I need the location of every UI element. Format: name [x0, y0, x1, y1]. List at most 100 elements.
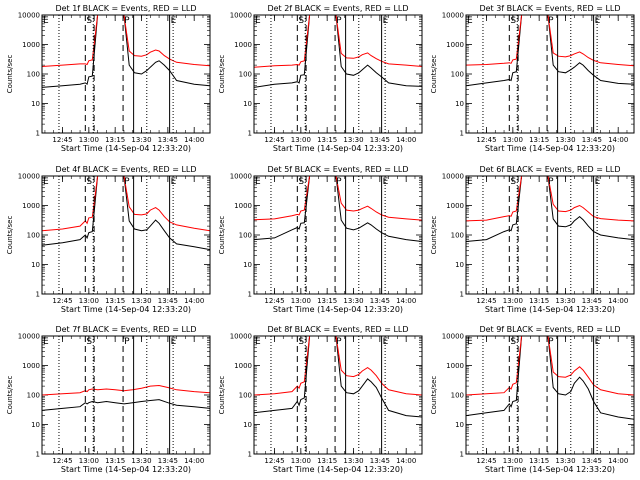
x-tick-label: 12:45 [52, 136, 72, 144]
x-axis-label: Start Time (14-Sep-04 12:33:20) [61, 144, 191, 153]
plot-area [466, 15, 634, 87]
y-tick-label: 1000 [446, 202, 464, 210]
series-line-lld [466, 336, 634, 396]
y-tick-label: 100 [451, 71, 464, 79]
x-tick-label: 13:00 [79, 457, 99, 465]
detector-panel-7: Det 7f BLACK = Events, RED = LLD 1 10 100 10… [6, 325, 211, 474]
marker-label: P [124, 16, 130, 26]
y-tick-label: 1 [248, 451, 252, 459]
x-tick-label: 12:45 [264, 136, 284, 144]
x-tick-label: 14:00 [184, 136, 204, 144]
marker-label: S [298, 16, 304, 26]
x-tick-label: 14:00 [184, 297, 204, 305]
marker-label: P [548, 177, 554, 187]
plot-area [254, 176, 422, 242]
series-line-events [466, 336, 634, 420]
marker-label: E [467, 337, 473, 347]
series-line-events [466, 15, 634, 87]
series-line-lld [42, 15, 210, 67]
y-tick-label: 1 [36, 130, 40, 138]
marker-label: E [255, 337, 261, 347]
x-tick-label: 14:00 [396, 136, 416, 144]
marker-label: S [510, 337, 516, 347]
marker-label: S [86, 177, 92, 187]
series-line-lld [466, 15, 634, 67]
y-tick-label: 10000 [442, 333, 464, 341]
y-tick-label: 1000 [234, 41, 252, 49]
x-tick-label: 13:45 [370, 136, 390, 144]
plot-frame [465, 175, 635, 295]
x-tick-label: 13:00 [291, 457, 311, 465]
series-line-events [254, 176, 422, 242]
y-tick-label: 1000 [446, 362, 464, 370]
series-line-events [42, 176, 210, 251]
x-tick-label: 13:15 [105, 457, 125, 465]
marker-label: S [86, 16, 92, 26]
panel-title: Det 7f BLACK = Events, RED = LLD [55, 325, 196, 334]
x-tick-label: 13:00 [503, 457, 523, 465]
plot-frame [465, 335, 635, 455]
y-tick-label: 10 [455, 261, 464, 269]
plot-frame [41, 335, 211, 455]
x-tick-label: 14:00 [396, 297, 416, 305]
panel-title: Det 1f BLACK = Events, RED = LLD [55, 4, 196, 13]
x-tick-label: 13:30 [131, 457, 151, 465]
x-tick-label: 14:00 [608, 297, 628, 305]
y-tick-label: 10 [455, 100, 464, 108]
marker-label: P [336, 337, 342, 347]
marker-label: P [548, 337, 554, 347]
marker-label: P [336, 177, 342, 187]
y-tick-label: 1 [460, 291, 464, 299]
marker-label: E [43, 337, 49, 347]
panel-title: Det 3f BLACK = Events, RED = LLD [479, 4, 620, 13]
x-axis-label: Start Time (14-Sep-04 12:33:20) [273, 465, 403, 474]
y-axis-label: Counts/sec [6, 376, 14, 415]
y-tick-label: 1000 [446, 41, 464, 49]
plot-frame [253, 14, 423, 134]
y-tick-label: 10000 [18, 173, 40, 181]
marker-label: S [510, 16, 516, 26]
x-tick-label: 12:45 [476, 297, 496, 305]
x-tick-label: 14:00 [608, 136, 628, 144]
x-tick-label: 13:45 [582, 457, 602, 465]
y-tick-label: 1 [460, 130, 464, 138]
y-tick-label: 100 [451, 392, 464, 400]
plot-frame [253, 335, 423, 455]
marker-label: S [298, 337, 304, 347]
x-tick-label: 13:45 [158, 457, 178, 465]
plot-frame [41, 14, 211, 134]
x-tick-label: 12:45 [476, 457, 496, 465]
x-tick-label: 13:30 [555, 136, 575, 144]
series-line-lld [254, 176, 422, 221]
plot-area [254, 336, 422, 418]
plot-frame [253, 175, 423, 295]
x-axis-label: Start Time (14-Sep-04 12:33:20) [485, 144, 615, 153]
x-tick-label: 13:30 [343, 457, 363, 465]
y-tick-label: 10 [243, 261, 252, 269]
series-line-events [254, 336, 422, 418]
y-tick-label: 1 [460, 451, 464, 459]
x-tick-label: 13:15 [529, 136, 549, 144]
y-tick-label: 10000 [442, 173, 464, 181]
x-tick-label: 13:15 [105, 297, 125, 305]
marker-label: E [467, 16, 473, 26]
y-axis-label: Counts/sec [218, 216, 226, 255]
detector-panel-3: Det 3f BLACK = Events, RED = LLD 1 10 100 10… [430, 4, 635, 153]
x-tick-label: 13:30 [343, 136, 363, 144]
y-tick-label: 100 [239, 392, 252, 400]
y-tick-label: 10 [243, 100, 252, 108]
panel-title: Det 4f BLACK = Events, RED = LLD [55, 165, 196, 174]
y-tick-label: 10000 [18, 12, 40, 20]
x-tick-label: 13:15 [317, 136, 337, 144]
marker-label: S [86, 337, 92, 347]
y-tick-label: 10000 [18, 333, 40, 341]
x-tick-label: 13:00 [79, 297, 99, 305]
x-tick-label: 13:15 [105, 136, 125, 144]
y-tick-label: 100 [27, 392, 40, 400]
x-tick-label: 13:00 [291, 136, 311, 144]
y-tick-label: 10000 [230, 173, 252, 181]
x-tick-label: 14:00 [184, 457, 204, 465]
y-axis-label: Counts/sec [218, 376, 226, 415]
marker-label: P [124, 337, 130, 347]
y-tick-label: 100 [239, 71, 252, 79]
